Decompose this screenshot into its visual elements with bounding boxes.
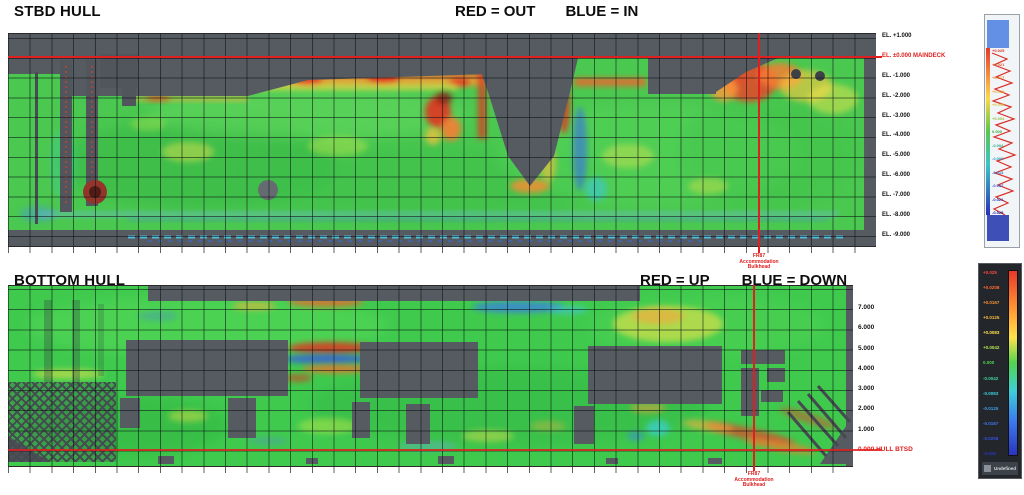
legend-tick: -0.0042	[983, 375, 999, 381]
fr87-note-line3: Bulkhead	[747, 264, 771, 270]
legend-tick: +0.021	[992, 61, 1005, 67]
legend-tick: +0.017	[992, 75, 1005, 80]
legend-tick: +0.025	[992, 48, 1005, 53]
stbd-hull-heatmap-panel	[8, 33, 876, 247]
legend-tick: +0.025	[983, 270, 997, 275]
legend-tick: 0.000	[992, 129, 1003, 134]
legend-tick: -0.0125	[983, 405, 999, 411]
stbd-grid-overlay	[8, 34, 876, 246]
legend-tick: -0.025	[983, 450, 996, 456]
fr87-note-line2: Accommodation	[739, 258, 779, 265]
bottom-legend-ticks: +0.025 +0.0208 +0.0167 +0.0125 +0.0083 +…	[983, 270, 1007, 456]
legend-tick: +0.0125	[983, 315, 1000, 321]
scale-label: 4.000	[858, 364, 875, 372]
legend-tick: -0.013	[992, 169, 1004, 175]
stbd-frame-ticks	[8, 246, 876, 253]
legend-tick: +0.013	[992, 88, 1005, 94]
fr87-note-line1: FR87	[752, 253, 766, 259]
stbd-color-scale-legend: +0.025 +0.021 +0.017 +0.013 +0.008 +0.00…	[984, 14, 1020, 248]
legend-tick: +0.0167	[983, 300, 1000, 306]
undefined-label: Undefined	[994, 466, 1016, 471]
stbd-color-key: RED = OUT BLUE = IN	[455, 3, 638, 20]
color-scale-bar	[1008, 270, 1018, 456]
blue-down-note: BLUE = DOWN	[741, 272, 848, 289]
stbd-legend-histogram	[986, 20, 1017, 241]
elevation-label: EL. -8.000	[882, 212, 911, 219]
legend-tick: 0.000	[983, 360, 995, 366]
red-up-note: RED = UP	[640, 272, 710, 289]
fr87-note-line3: Bulkhead	[742, 482, 766, 488]
legend-tick: -0.0167	[983, 420, 999, 426]
scale-label: 1.000	[858, 425, 875, 433]
elevation-label: EL. +1.000	[882, 33, 912, 39]
legend-tick: +0.0208	[983, 285, 1000, 291]
legend-tick: -0.008	[992, 156, 1004, 161]
elevation-label: EL. -2.000	[882, 92, 911, 99]
legend-tick: +0.004	[992, 115, 1005, 121]
elevation-label: EL. -5.000	[882, 152, 911, 159]
elevation-scale: EL. +1.000 EL. ±0.000 MAINDECK EL. -1.00…	[882, 33, 945, 239]
elevation-label: EL. -3.000	[882, 112, 911, 119]
legend-tick: +0.008	[992, 102, 1005, 107]
fr87-note-line2: Accommodation	[734, 476, 774, 483]
bottom-grid-overlay	[8, 286, 853, 466]
bottom-hull-height-scale: 7.000 6.000 5.000 4.000 3.000 2.000 1.00…	[858, 304, 913, 453]
elevation-label: EL. -4.000	[882, 132, 911, 139]
fr87-note-line1: FR87	[747, 471, 761, 477]
fr87-bulkhead-line-bottom	[753, 285, 755, 471]
bottom-frame-ticks	[8, 466, 853, 473]
legend-tick: +0.0083	[983, 330, 1000, 336]
bottom-color-scale-legend: +0.025 +0.0208 +0.0167 +0.0125 +0.0083 +…	[978, 263, 1022, 479]
fr87-note-bottom: FR87 Accommodation Bulkhead	[727, 471, 781, 489]
legend-tick: -0.017	[992, 183, 1004, 188]
baseline-label: 0.000 HULL BTSD	[858, 445, 913, 453]
elevation-label: EL. -1.000	[882, 72, 911, 79]
bottom-hull-title: BOTTOM HULL	[14, 272, 126, 289]
elevation-label: EL. -9.000	[882, 231, 911, 238]
legend-tick: -0.0083	[983, 390, 999, 396]
maindeck-datum-line	[8, 56, 882, 58]
scale-label: 6.000	[858, 324, 875, 332]
undefined-row: Undefined	[982, 462, 1018, 475]
elevation-label: EL. -7.000	[882, 192, 911, 199]
bottom-color-key: RED = UP BLUE = DOWN	[640, 272, 847, 289]
elevation-label: EL. -6.000	[882, 172, 911, 179]
legend-tick: -0.0208	[983, 435, 999, 441]
stbd-legend-ticks: +0.025 +0.021 +0.017 +0.013 +0.008 +0.00…	[992, 49, 1004, 215]
blue-in-note: BLUE = IN	[565, 3, 639, 20]
scale-label: 5.000	[858, 344, 875, 352]
scale-label: 2.000	[858, 405, 875, 413]
stbd-hull-title: STBD HULL	[14, 3, 101, 20]
undefined-swatch	[984, 465, 991, 472]
legend-tick: -0.004	[992, 142, 1004, 148]
scale-label: 7.000	[858, 304, 875, 311]
fr87-bulkhead-line-stbd	[758, 33, 760, 253]
legend-tick: -0.025	[992, 210, 1004, 215]
legend-tick: -0.021	[992, 196, 1004, 202]
red-out-note: RED = OUT	[455, 3, 536, 20]
legend-tick: +0.0042	[983, 345, 1000, 351]
hull-baseline-datum-line	[8, 449, 882, 451]
fr87-note-stbd: FR87 Accommodation Bulkhead	[732, 253, 786, 271]
bottom-hull-heatmap-panel	[8, 285, 853, 467]
elevation-label-maindeck: EL. ±0.000 MAINDECK	[882, 52, 946, 59]
scale-label: 3.000	[858, 385, 875, 393]
